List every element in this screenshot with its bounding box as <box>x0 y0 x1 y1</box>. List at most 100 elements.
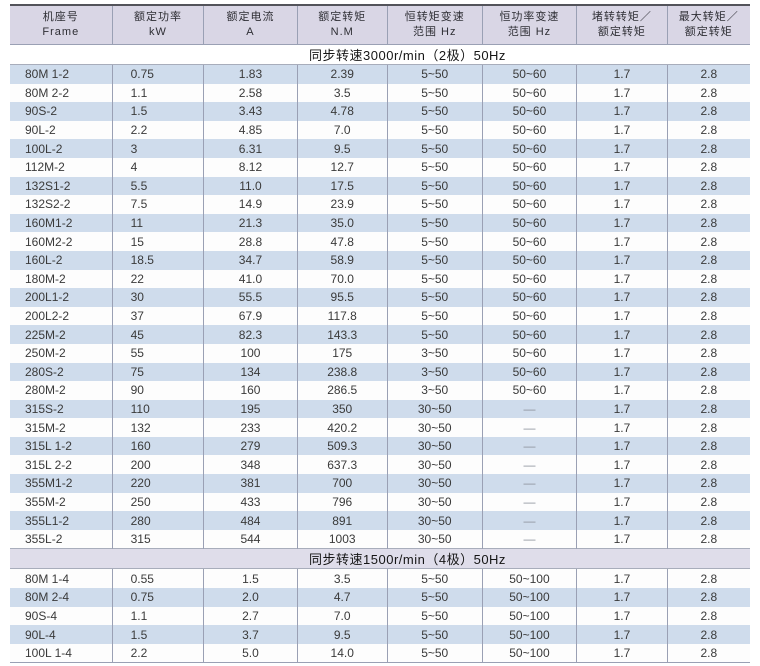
table-cell: 195 <box>203 399 298 419</box>
table-cell: 5.5 <box>111 176 204 196</box>
table-cell: 50~100 <box>481 588 577 607</box>
table-cell: — <box>481 399 577 419</box>
table-cell: 1.7 <box>576 625 668 644</box>
table-cell: 5~50 <box>386 643 483 663</box>
table-cell: 5~50 <box>386 139 483 158</box>
table-cell: 37 <box>111 306 204 326</box>
table-cell: 5~50 <box>386 325 483 344</box>
table-cell: 28.8 <box>203 232 298 251</box>
table-cell: 1.5 <box>203 568 298 589</box>
table-cell: 2.8 <box>666 139 750 158</box>
table-cell: 50~100 <box>481 606 577 626</box>
table-cell: 30 <box>111 288 204 307</box>
table-cell: 5~50 <box>386 269 483 289</box>
table-cell: 4.85 <box>203 120 298 140</box>
table-cell: 3.5 <box>296 568 388 589</box>
column-header: 额定电流 A <box>203 5 298 45</box>
table-cell: 15 <box>111 232 204 251</box>
table-cell: 70.0 <box>296 269 388 289</box>
table-cell: — <box>481 455 577 475</box>
table-cell: 58.9 <box>296 250 388 270</box>
table-cell: 4 <box>111 157 204 177</box>
table-cell: 21.3 <box>203 213 298 233</box>
table-cell: 30~50 <box>386 399 483 419</box>
table-cell: 1.7 <box>576 455 668 475</box>
table-cell: 2.8 <box>666 343 750 363</box>
section-title: 同步转速1500r/min（4极）50Hz <box>10 548 750 570</box>
table-cell: 315M-2 <box>10 418 113 437</box>
table-cell: 2.39 <box>296 64 388 84</box>
table-cell: 45 <box>111 325 204 344</box>
table-cell: 82.3 <box>203 325 298 344</box>
table-cell: 2.8 <box>666 306 750 326</box>
table-cell: 50~60 <box>481 269 577 289</box>
table-cell: 280S-2 <box>10 362 113 382</box>
table-cell: 2.7 <box>203 606 298 626</box>
table-cell: 4.78 <box>296 102 388 121</box>
table-cell: 1.1 <box>111 83 204 103</box>
table-row: 180M-2 22 41.0 70.0 5~50 50~60 1.7 2.8 <box>10 269 750 289</box>
column-header-label: 堵转转矩／ <box>591 10 652 23</box>
table-cell: 1.7 <box>576 176 668 196</box>
column-header-label: 额定功率 <box>133 10 182 23</box>
table-cell: 315L 1-2 <box>10 436 113 456</box>
column-header: 额定转矩 N.M <box>296 5 388 45</box>
table-cell: 160 <box>111 436 204 456</box>
column-header-label: 恒功率变速 <box>499 10 560 23</box>
table-cell: 50~60 <box>481 157 577 177</box>
table-cell: 2.8 <box>666 399 750 419</box>
table-cell: 50~60 <box>481 232 577 251</box>
table-cell: 100 <box>203 343 298 363</box>
table-cell: 90S-2 <box>10 102 113 121</box>
table-cell: 433 <box>203 492 298 512</box>
table-cell: 1.7 <box>576 399 668 419</box>
table-cell: 0.75 <box>111 64 204 84</box>
column-header-label: Frame <box>42 26 80 38</box>
table-cell: 30~50 <box>386 436 483 456</box>
table-cell: 50~60 <box>481 362 577 382</box>
column-header-label: 机座号 <box>42 10 79 23</box>
table-cell: 3~50 <box>386 362 483 382</box>
table-cell: 5~50 <box>386 157 483 177</box>
table-cell: 11.0 <box>203 176 298 196</box>
table-cell: 117.8 <box>296 306 388 326</box>
table-cell: 315S-2 <box>10 399 113 419</box>
table-cell: 50~60 <box>481 343 577 363</box>
table-cell: 1.7 <box>576 474 668 493</box>
column-header: 额定功率 kW <box>111 5 204 45</box>
table-cell: 50~60 <box>481 250 577 270</box>
table-cell: 2.8 <box>666 643 750 663</box>
table-cell: 8.12 <box>203 157 298 177</box>
table-cell: 22 <box>111 269 204 289</box>
table-cell: 1.7 <box>576 139 668 158</box>
table-cell: 112M-2 <box>10 157 113 177</box>
table-row: 160M2-2 15 28.8 47.8 5~50 50~60 1.7 2.8 <box>10 232 750 251</box>
table-cell: 1.5 <box>111 102 204 121</box>
table-cell: 30~50 <box>386 455 483 475</box>
table-row: 100L-2 3 6.31 9.5 5~50 50~60 1.7 2.8 <box>10 139 750 158</box>
table-cell: 55.5 <box>203 288 298 307</box>
table-row: 355M1-2 220 381 700 30~50—1.7 2.8 <box>10 474 750 493</box>
table-cell: 5~50 <box>386 102 483 121</box>
table-cell: 2.8 <box>666 529 750 549</box>
table-cell: 891 <box>296 511 388 530</box>
table-cell: 7.0 <box>296 120 388 140</box>
table-cell: 233 <box>203 418 298 437</box>
table-cell: 2.8 <box>666 492 750 512</box>
table-cell: 80M 1-4 <box>10 568 113 589</box>
table-row: 90L-2 2.2 4.85 7.0 5~50 50~60 1.7 2.8 <box>10 120 750 140</box>
table-cell: 238.8 <box>296 362 388 382</box>
table-row: 250M-2 55 100 175 3~50 50~60 1.7 2.8 <box>10 343 750 363</box>
table-row: 80M 1-2 0.75 1.83 2.39 5~50 50~60 1.7 2.8 <box>10 64 750 84</box>
table-cell: 200L2-2 <box>10 306 113 326</box>
table-cell: 1.7 <box>576 325 668 344</box>
table-cell: 1.7 <box>576 343 668 363</box>
table-cell: 50~60 <box>481 139 577 158</box>
table-cell: 1.7 <box>576 492 668 512</box>
table-row: 355L-2 315 544 1003 30~50—1.7 2.8 <box>10 529 750 549</box>
table-cell: 80M 2-2 <box>10 83 113 103</box>
column-header-label: 恒转矩变速 <box>404 10 465 23</box>
table-cell: 90L-4 <box>10 625 113 644</box>
table-cell: 134 <box>203 362 298 382</box>
table-cell: 50~60 <box>481 213 577 233</box>
